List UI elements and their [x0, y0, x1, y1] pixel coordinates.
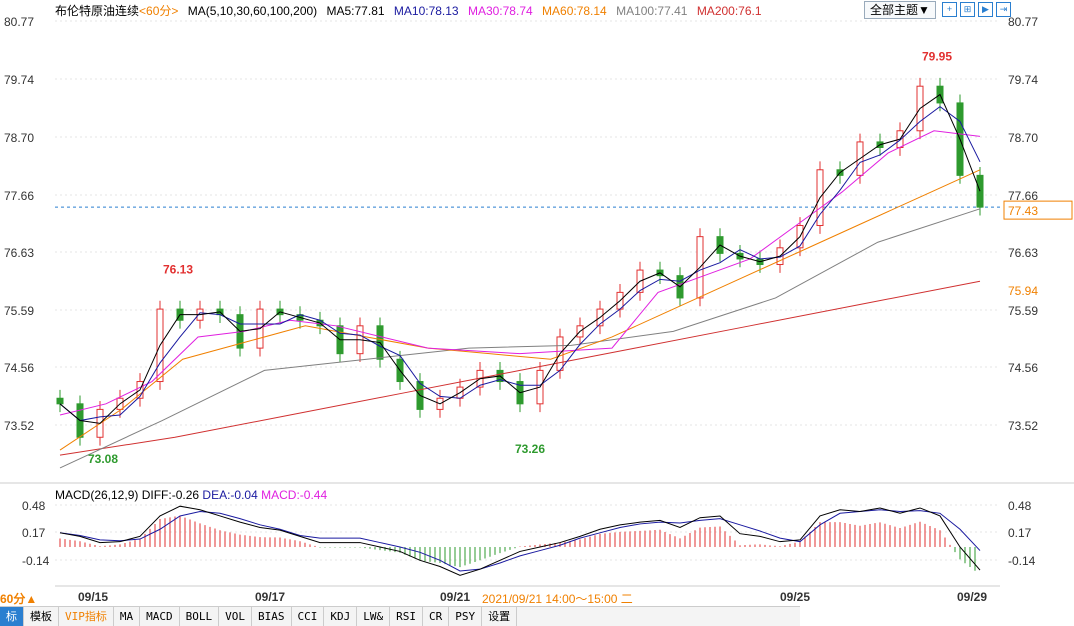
macd-tick: -0.14 — [1008, 554, 1036, 568]
ma10-line — [59, 106, 981, 422]
period-button[interactable]: 60分▲ — [0, 592, 38, 606]
tab-indicator[interactable]: 标 — [0, 607, 24, 626]
ma100-line — [59, 208, 981, 469]
tab-settings[interactable]: 设置 — [482, 607, 518, 626]
play-icon[interactable]: ▶ — [978, 2, 993, 17]
macd-tick: -0.14 — [22, 554, 50, 568]
price-tick: 76.63 — [4, 246, 34, 260]
tab-vol[interactable]: VOL — [219, 607, 252, 626]
price-tick: 78.70 — [4, 131, 34, 145]
current-price-value: 77.43 — [1008, 204, 1038, 218]
tab-vip[interactable]: VIP指标 — [59, 607, 114, 626]
price-tick: 75.59 — [4, 304, 34, 318]
tab-kdj[interactable]: KDJ — [324, 607, 358, 626]
date-label: 09/29 — [957, 590, 988, 604]
ma200-value: MA200:76.1 — [696, 4, 762, 18]
ma5-value: MA5:77.81 — [326, 4, 385, 18]
tab-ma[interactable]: MA — [114, 607, 141, 626]
macd-value: MACD:-0.44 — [261, 488, 328, 502]
zoom-icon[interactable]: ⊞ — [960, 2, 975, 17]
price-tick: 73.52 — [4, 419, 34, 433]
ma10-value: MA10:78.13 — [393, 4, 459, 18]
macd-tick: 0.17 — [22, 526, 46, 540]
symbol-name: 布伦特原油连续 — [55, 4, 140, 18]
ma60-value: MA60:78.14 — [542, 4, 607, 18]
theme-dropdown[interactable]: 全部主题▼ — [864, 1, 936, 19]
current-price-tag — [1003, 200, 1073, 220]
dea-value: DEA:-0.04 — [202, 488, 258, 502]
tab-lw[interactable]: LW& — [357, 607, 391, 626]
exit-icon[interactable]: ⇥ — [996, 2, 1011, 17]
tab-boll[interactable]: BOLL — [180, 607, 220, 626]
macd-tick: 0.48 — [22, 499, 46, 513]
crosshair-icon[interactable]: + — [942, 2, 957, 17]
price-tick: 79.74 — [1008, 73, 1038, 87]
ma-params[interactable]: MA(5,10,30,60,100,200) — [187, 4, 318, 18]
price-annotation: 76.13 — [163, 263, 193, 277]
price-tick: 80.77 — [1008, 15, 1038, 29]
macd-tick: 0.17 — [1008, 526, 1032, 540]
ma30-line — [59, 130, 981, 416]
price-tick: 74.56 — [4, 361, 34, 375]
tab-cr[interactable]: CR — [423, 607, 450, 626]
ma200-line — [59, 280, 981, 456]
macd-legend: MACD(26,12,9) DIFF:-0.26 DEA:-0.04 MACD:… — [55, 488, 327, 502]
date-label: 09/15 — [78, 590, 109, 604]
tab-template[interactable]: 模板 — [24, 607, 59, 626]
price-tick: 80.77 — [4, 15, 34, 29]
indicator-tabs: 标 模板 VIP指标 MA MACD BOLL VOL BIAS CCI KDJ… — [0, 606, 800, 626]
price-tick: 75.59 — [1008, 304, 1038, 318]
price-tick: 78.70 — [1008, 131, 1038, 145]
price-tick: 77.66 — [4, 189, 34, 203]
price-annotation: 73.08 — [88, 452, 118, 466]
tab-cci[interactable]: CCI — [292, 607, 325, 626]
candle — [56, 397, 64, 405]
date-label: 09/17 — [255, 590, 286, 604]
cursor-time: 2021/09/21 14:00～15:00 二 — [482, 592, 633, 606]
tab-rsi[interactable]: RSI — [390, 607, 423, 626]
price-tick: 79.74 — [4, 73, 34, 87]
diff-value: DIFF:-0.26 — [141, 488, 200, 502]
chart-header: 布伦特原油连续<60分> MA(5,10,30,60,100,200) MA5:… — [55, 2, 768, 19]
tab-macd[interactable]: MACD — [140, 607, 180, 626]
date-label: 09/21 — [440, 590, 471, 604]
dea-line — [59, 509, 981, 572]
ma60-line — [59, 169, 981, 451]
ma5-line — [59, 93, 981, 424]
price-annotation: 73.26 — [515, 442, 545, 456]
price-chart[interactable]: 80.77 80.77 79.74 79.74 78.70 78.70 77.66 77.66… — [0, 0, 1074, 606]
macd-tick: 0.48 — [1008, 499, 1032, 513]
toolbar: + ⊞ ▶ ⇥ — [942, 2, 1011, 17]
price-tick: 77.66 — [1008, 189, 1038, 203]
diff-line — [59, 505, 981, 576]
tab-psy[interactable]: PSY — [449, 607, 483, 626]
ma100-value: MA100:77.41 — [616, 4, 688, 18]
ma200-tag: 75.94 — [1008, 284, 1038, 298]
date-label: 09/25 — [780, 590, 811, 604]
price-tick: 73.52 — [1008, 419, 1038, 433]
ma30-value: MA30:78.74 — [467, 4, 533, 18]
tab-bias[interactable]: BIAS — [252, 607, 292, 626]
price-tick: 74.56 — [1008, 361, 1038, 375]
price-annotation: 79.95 — [922, 50, 952, 64]
macd-label: MACD(26,12,9) — [55, 488, 139, 502]
period-label: <60分> — [139, 4, 179, 18]
price-tick: 76.63 — [1008, 246, 1038, 260]
